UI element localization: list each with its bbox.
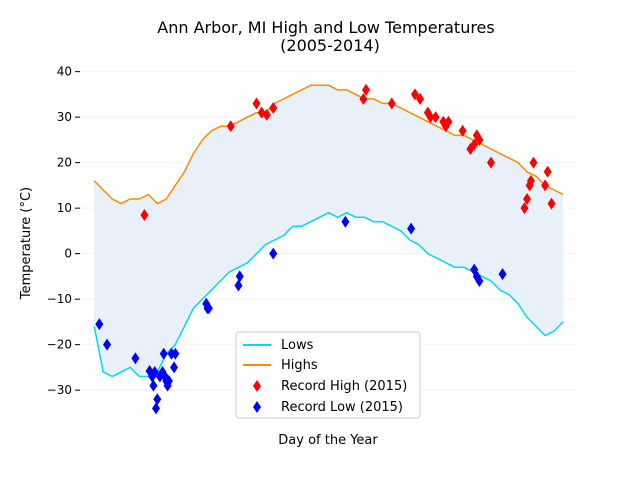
record-high-point	[486, 156, 495, 169]
record-low-point	[103, 338, 112, 351]
fill-between	[94, 85, 564, 377]
y-tick-label: 40	[57, 65, 72, 79]
legend: Lows Highs Record High (2015) Record Low (2…	[235, 331, 421, 419]
chart-title-line1: Ann Arbor, MI High and Low Temperatures	[157, 18, 494, 37]
record-low-point	[204, 302, 213, 315]
legend-box	[235, 331, 421, 419]
record-high-point	[444, 115, 453, 128]
record-low-point	[149, 379, 158, 392]
record-high-point	[470, 138, 479, 151]
legend-record-low: Record Low (2015)	[253, 400, 403, 415]
legend-lows-label: Lows	[281, 338, 314, 353]
record-low-point	[234, 279, 243, 292]
record-low-point	[153, 393, 162, 406]
highs-line	[93, 84, 564, 205]
y-tick-label: 10	[57, 201, 72, 215]
record-high-point	[541, 179, 550, 192]
record-low-point	[235, 270, 244, 283]
record-low-point	[164, 375, 173, 388]
record-low-point	[171, 347, 180, 360]
record-high-point	[362, 83, 371, 96]
record-low-point	[475, 274, 484, 287]
record-high-point	[523, 193, 532, 206]
y-axis: 40 30 20 10 0 −10 −20 −30	[47, 65, 80, 397]
record-high-point	[262, 108, 271, 121]
y-tick-label: 20	[57, 156, 72, 170]
record-low-point	[498, 268, 507, 281]
record-high-point	[359, 92, 368, 105]
x-axis-label: Day of the Year	[278, 433, 378, 448]
series-lines	[93, 84, 564, 378]
y-tick-label: 30	[57, 110, 72, 124]
legend-highs-label: Highs	[281, 358, 318, 373]
record-low-point	[152, 402, 161, 415]
y-tick-label: −20	[47, 338, 72, 352]
record-high-point	[269, 102, 278, 115]
record-high-point	[431, 111, 440, 124]
record-high-point	[226, 120, 235, 133]
record-high-point	[252, 97, 261, 110]
record-high-point	[387, 97, 396, 110]
record-low-point	[269, 247, 278, 260]
record-high-point	[526, 174, 535, 187]
record-low-point	[159, 347, 168, 360]
legend-record-high-label: Record High (2015)	[281, 379, 407, 394]
legend-record-high: Record High (2015)	[253, 379, 407, 394]
chart-title-line2: (2005-2014)	[280, 36, 380, 55]
legend-record-low-label: Record Low (2015)	[281, 400, 403, 415]
record-low-point	[407, 222, 416, 235]
y-axis-label: Temperature (°C)	[19, 187, 34, 300]
y-tick-label: −10	[47, 292, 72, 306]
record-low-point	[170, 361, 179, 374]
y-tick-label: −30	[47, 383, 72, 397]
legend-record-high-swatch	[253, 380, 261, 392]
record-high-point	[458, 124, 467, 137]
lows-line	[93, 211, 564, 378]
record-low-point	[150, 365, 159, 378]
record-high-point	[426, 111, 435, 124]
record-high-point	[547, 197, 556, 210]
record-high-point	[410, 88, 419, 101]
y-tick-label: 0	[64, 247, 72, 261]
record-markers	[95, 83, 556, 415]
record-high-point	[475, 133, 484, 146]
record-low-point	[341, 215, 350, 228]
record-high-point	[520, 202, 529, 215]
record-high-point	[140, 208, 149, 221]
record-low-point	[95, 318, 104, 331]
fill-area	[94, 85, 564, 377]
legend-highs: Highs	[243, 358, 318, 373]
record-high-point	[543, 165, 552, 178]
record-low-point	[131, 352, 140, 365]
legend-lows: Lows	[243, 338, 314, 353]
record-high-point	[416, 92, 425, 105]
record-high-point	[529, 156, 538, 169]
legend-record-low-swatch	[253, 401, 261, 413]
